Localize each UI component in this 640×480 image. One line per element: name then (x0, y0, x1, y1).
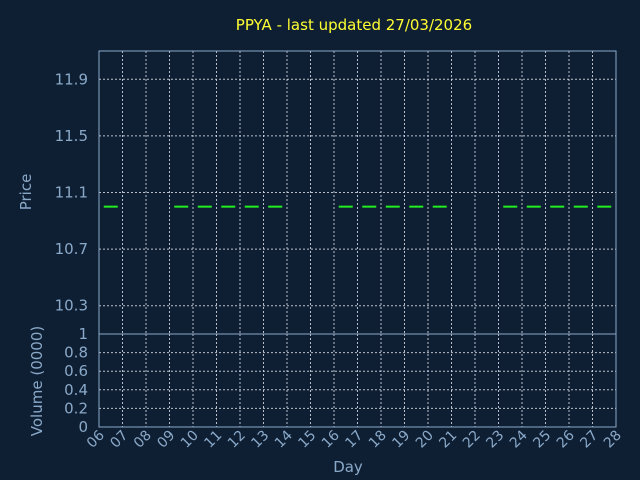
price-y-tick-label: 11.9 (55, 70, 88, 88)
x-tick-label: 14 (272, 427, 296, 451)
x-tick-label: 13 (248, 428, 272, 452)
volume-y-ticks: 10.80.60.40.20 (64, 325, 88, 436)
x-tick-label: 20 (413, 428, 437, 452)
price-y-tick-label: 11.1 (55, 184, 88, 202)
volume-axis-label: Volume (0000) (28, 326, 46, 436)
price-y-tick-label: 10.7 (55, 240, 88, 258)
volume-panel-frame (98, 333, 617, 428)
volume-y-tick-label: 0.2 (64, 399, 88, 417)
x-tick-label: 24 (507, 427, 531, 451)
x-tick-label: 25 (530, 428, 554, 452)
x-tick-label: 26 (554, 427, 578, 451)
x-tick-label: 22 (460, 428, 484, 452)
x-tick-label: 21 (436, 428, 460, 452)
x-tick-label: 17 (342, 428, 366, 452)
price-axis-label: Price (17, 174, 35, 211)
x-tick-label: 18 (366, 428, 390, 452)
x-tick-label: 27 (577, 428, 601, 452)
x-tick-label: 11 (201, 428, 225, 452)
volume-y-tick-label: 0.6 (64, 362, 88, 380)
volume-y-tick-label: 0 (78, 418, 88, 436)
volume-y-tick-label: 0.8 (64, 344, 88, 362)
x-tick-label: 15 (295, 428, 319, 452)
x-tick-label: 19 (389, 428, 413, 452)
x-axis-label: Day (333, 458, 363, 476)
x-tick-label: 09 (154, 428, 178, 452)
x-tick-label: 12 (225, 428, 249, 452)
price-y-ticks: 11.9 11.5 11.1 10.7 10.3 (55, 70, 88, 314)
x-tick-label: 28 (601, 428, 625, 452)
price-y-tick-label: 11.5 (55, 127, 88, 145)
volume-grid (99, 334, 616, 427)
x-tick-label: 16 (319, 427, 343, 451)
price-grid (99, 51, 616, 334)
x-tick-label: 07 (107, 428, 131, 452)
volume-y-tick-label: 0.4 (64, 381, 88, 399)
chart-title: PPYA - last updated 27/03/2026 (236, 16, 472, 34)
volume-y-tick-label: 1 (78, 325, 88, 343)
x-ticks: 06 07 08 09 10 11 12 13 14 15 16 17 18 19 20 21 22 23 24 25… (84, 427, 625, 451)
price-y-tick-label: 10.3 (55, 297, 88, 315)
x-tick-label: 23 (483, 428, 507, 452)
x-tick-label: 10 (178, 428, 202, 452)
x-tick-label: 08 (131, 428, 155, 452)
